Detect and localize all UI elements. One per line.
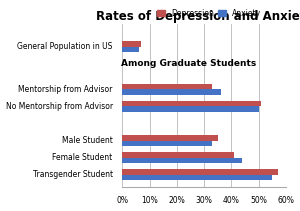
Bar [122,175,272,180]
Bar [122,47,139,52]
Bar [122,101,262,107]
Bar [122,135,218,141]
Legend: Depression, Anxiety: Depression, Anxiety [154,5,264,21]
Bar [122,141,212,146]
Bar [122,169,278,175]
Bar [122,41,142,47]
Bar [122,89,220,95]
Text: Among Graduate Students: Among Graduate Students [121,59,256,68]
Bar [122,158,242,163]
Title: Rates of Depression and Anxiety: Rates of Depression and Anxiety [96,10,300,23]
Bar [122,152,234,158]
Bar [122,107,259,112]
Bar [122,84,212,89]
